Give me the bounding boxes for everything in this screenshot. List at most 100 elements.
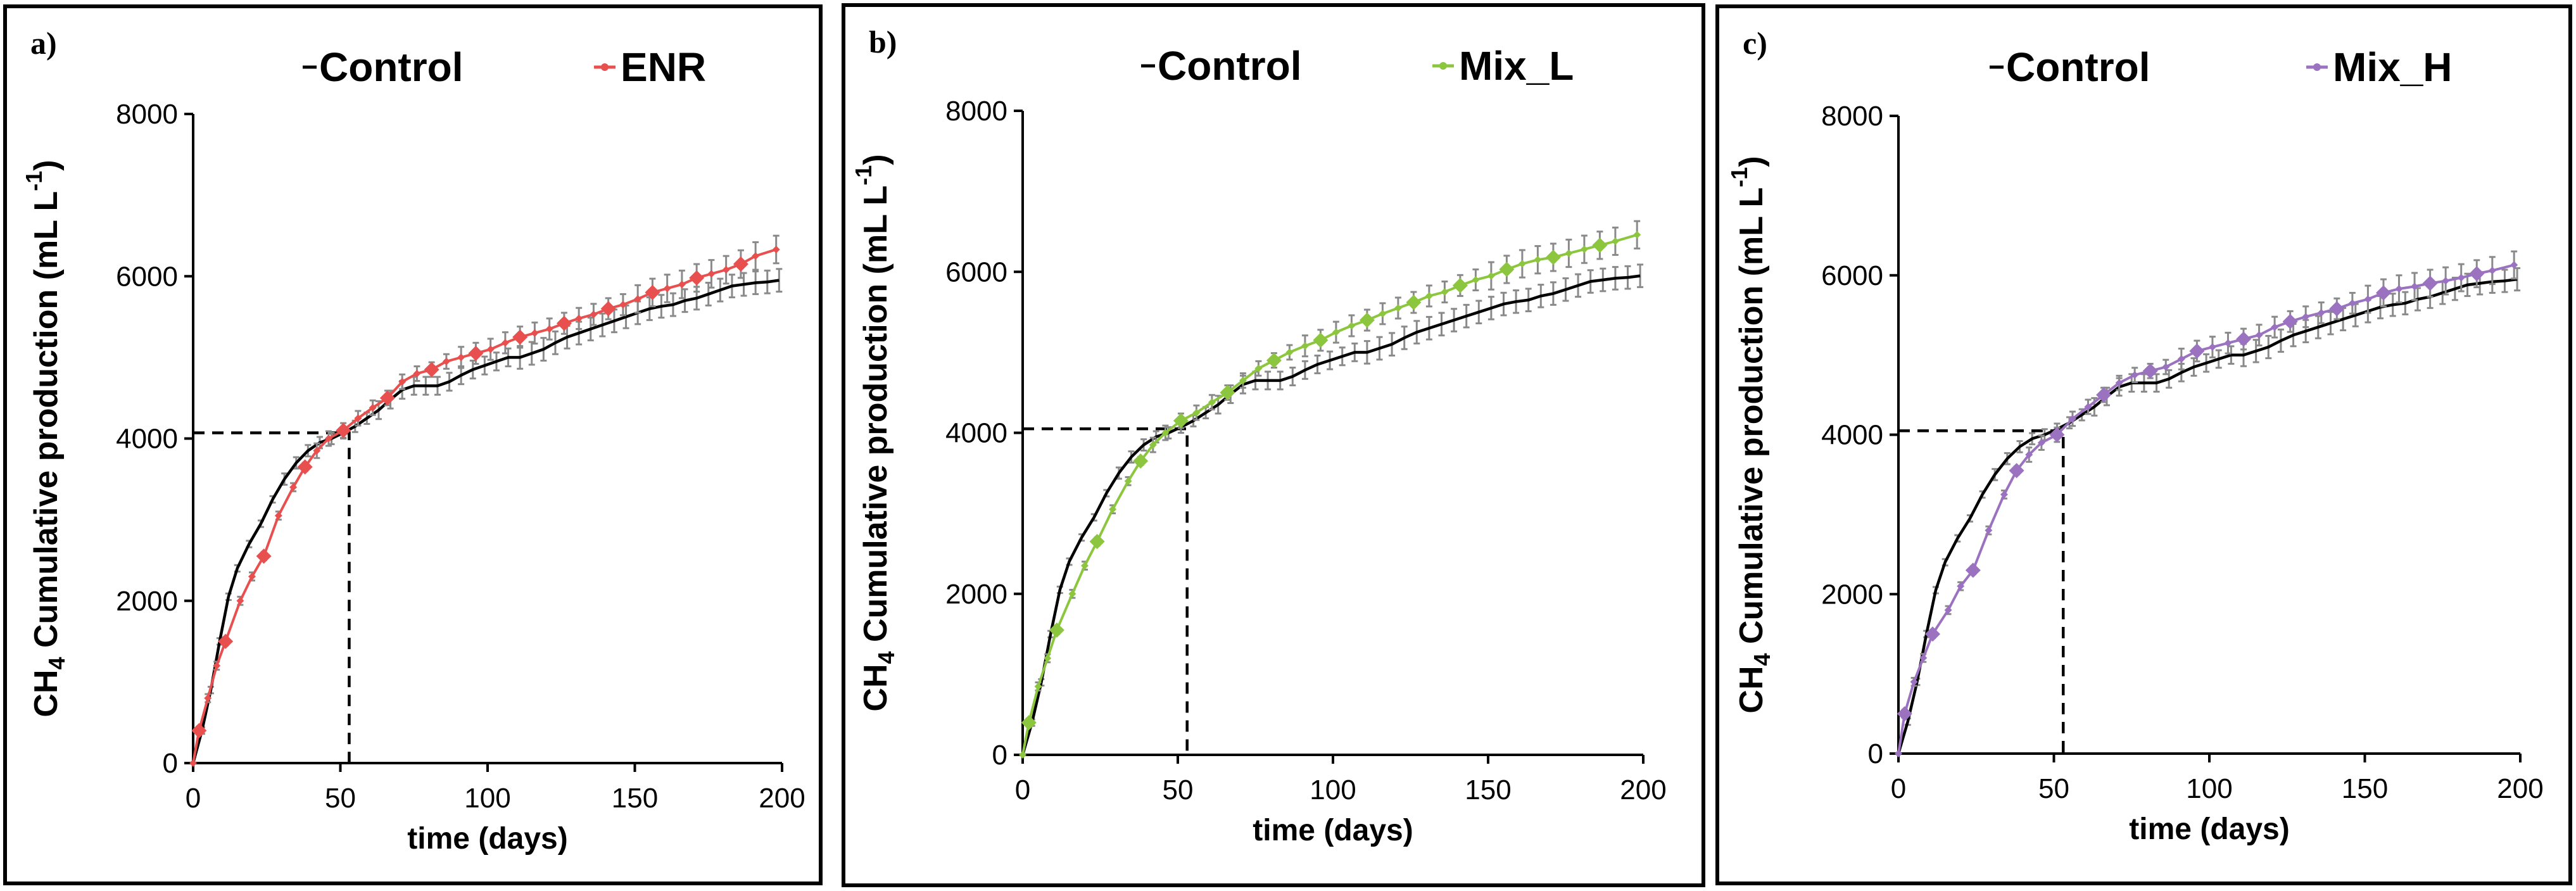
series-line-control — [191, 279, 780, 764]
data-point-Mix_L — [1545, 250, 1561, 265]
y-tick-label: 0 — [992, 740, 1007, 771]
y-axis-title-part: 4 — [873, 651, 899, 664]
legend-label-treatment: Mix_H — [2333, 44, 2453, 90]
y-axis-title-part: Cumulative production (mL L — [857, 186, 894, 652]
y-tick-label: 6000 — [116, 261, 178, 292]
legend-marker-treatment — [601, 63, 609, 71]
data-point-Mix_H — [1985, 526, 1993, 534]
intersection-guide — [193, 431, 351, 763]
data-point-Mix_L — [1301, 342, 1309, 350]
y-tick-label: 4000 — [1821, 420, 1883, 451]
y-tick-label: 6000 — [1821, 260, 1883, 291]
data-point-Mix_H — [2317, 308, 2325, 317]
y-axis-title-part: -1 — [1726, 167, 1752, 187]
y-tick-label: 6000 — [945, 256, 1007, 288]
data-point-Mix_L — [1089, 534, 1105, 550]
data-point-Mix_L — [1124, 477, 1132, 485]
data-point-ENR — [722, 266, 730, 274]
data-point-Mix_H — [1944, 606, 1952, 614]
x-tick-label: 200 — [2497, 773, 2543, 804]
data-point-Mix_L — [1592, 237, 1608, 253]
data-point-Mix_H — [1910, 678, 1918, 686]
y-axis-title-part: 4 — [44, 657, 70, 669]
series-line-control — [1021, 274, 1641, 755]
data-point-ENR — [663, 284, 671, 293]
data-point-ENR — [313, 446, 321, 455]
panel-3: c) Control Mix_H 0 2000 4000 6000 8000 0 50 100 150… — [1715, 4, 2572, 885]
data-point-ENR — [204, 694, 212, 702]
data-point-Mix_H — [2375, 285, 2391, 301]
y-axis-title-part: CH — [28, 669, 65, 717]
x-tick-label: 200 — [759, 783, 805, 814]
x-tick-label: 150 — [612, 783, 658, 814]
data-point-Mix_H — [2224, 339, 2232, 347]
legend-label-treatment: ENR — [621, 44, 706, 90]
data-point-Mix_L — [1109, 505, 1117, 514]
data-point-Mix_H — [1957, 582, 1965, 590]
data-point-ENR — [486, 345, 495, 353]
data-point-Mix_L — [1266, 353, 1282, 369]
data-point-ENR — [189, 759, 197, 767]
data-point-ENR — [556, 315, 572, 331]
data-point-ENR — [575, 314, 583, 322]
data-point-Mix_L — [1394, 304, 1402, 312]
data-point-Mix_H — [2282, 313, 2298, 329]
y-axis-title-part: CH — [1733, 666, 1770, 713]
data-point-Mix_H — [2236, 331, 2252, 347]
data-point-Mix_H — [2037, 439, 2045, 447]
data-point-Mix_L — [1406, 294, 1422, 310]
y-axis-title: CH4 Cumulative production (mL L-1) — [1726, 156, 1775, 713]
panel-2: b) Control Mix_L 0 2000 4000 6000 8000 0 50 100 150… — [842, 3, 1705, 887]
data-point-Mix_H — [2469, 266, 2485, 282]
y-axis-title: CH4 Cumulative production (mL L-1) — [850, 154, 899, 711]
data-point-Mix_L — [1133, 453, 1149, 469]
data-point-ENR — [354, 414, 362, 422]
y-tick-label: 8000 — [1821, 101, 1883, 132]
x-tick-label: 100 — [464, 783, 510, 814]
x-axis-title: time (days) — [1253, 814, 1413, 847]
data-point-ENR — [213, 662, 221, 670]
data-point-Mix_L — [1192, 408, 1201, 417]
x-tick-label: 0 — [186, 783, 201, 814]
x-axis-title: time (days) — [2129, 812, 2289, 846]
x-tick-label: 0 — [1891, 773, 1906, 804]
data-point-Mix_H — [2510, 261, 2518, 269]
data-point-Mix_H — [2488, 267, 2496, 275]
panel-frame — [842, 3, 1705, 887]
data-point-ENR — [531, 329, 539, 337]
data-point-ENR — [191, 723, 207, 738]
y-axis-title-part: -1 — [850, 165, 876, 186]
data-point-ENR — [218, 633, 234, 649]
data-point-Mix_L — [1633, 231, 1641, 239]
y-tick-label: 8000 — [116, 99, 178, 130]
legend-label-control: Control — [2006, 44, 2150, 90]
data-point-ENR — [289, 483, 298, 491]
data-point-Mix_L — [1472, 275, 1480, 284]
x-tick-label: 200 — [1620, 774, 1666, 806]
data-point-Mix_H — [2302, 313, 2310, 321]
y-tick-label: 4000 — [945, 418, 1007, 449]
data-point-Mix_L — [1487, 272, 1495, 280]
data-point-Mix_H — [2395, 285, 2403, 293]
data-point-ENR — [398, 377, 407, 386]
data-point-Mix_H — [2442, 277, 2450, 285]
data-point-Mix_L — [1021, 715, 1037, 731]
data-point-Mix_L — [1348, 322, 1356, 330]
intersection-guide — [1023, 427, 1189, 755]
data-point-Mix_H — [2364, 295, 2372, 303]
data-point-Mix_H — [2208, 343, 2216, 351]
x-tick-label: 100 — [2186, 773, 2232, 804]
data-point-Mix_H — [2271, 323, 2279, 331]
x-axis-title: time (days) — [407, 822, 567, 856]
data-point-Mix_L — [1208, 398, 1216, 407]
data-point-Mix_L — [1425, 292, 1433, 300]
panel-frame — [1715, 4, 2572, 885]
y-axis-title-part: CH — [857, 664, 894, 711]
data-point-ENR — [413, 370, 421, 377]
data-point-Mix_L — [1580, 245, 1588, 253]
data-point-Mix_H — [2142, 363, 2158, 379]
data-point-Mix_L — [1518, 260, 1526, 268]
data-point-ENR — [512, 329, 528, 345]
data-point-Mix_L — [1034, 682, 1042, 690]
